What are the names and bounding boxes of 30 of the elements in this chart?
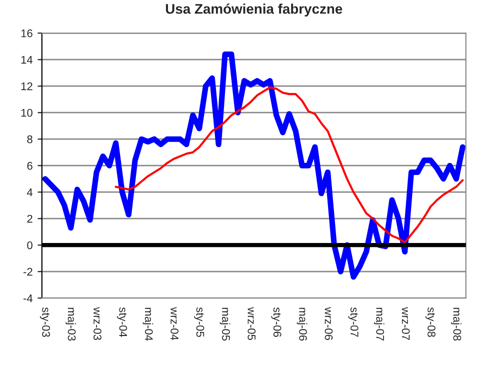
- x-tick-label: wrz-06: [324, 307, 333, 340]
- y-tick-label: 2: [27, 214, 32, 223]
- x-tick-label: sty-05: [194, 307, 204, 337]
- y-tick-label: 6: [27, 162, 32, 170]
- y-tick-label: 10: [21, 108, 32, 117]
- x-tick-label: sty-03: [40, 307, 50, 337]
- x-tick-label: maj-04: [142, 308, 154, 341]
- x-tick-label: sty-04: [117, 307, 128, 338]
- x-tick-label: maj-07: [374, 308, 384, 341]
- chart-title: Usa Zamówienia fabryczne: [166, 3, 342, 17]
- y-tick-label: 12: [21, 82, 32, 90]
- y-tick-label: 0: [27, 241, 32, 250]
- x-tick-label: wrz-03: [94, 307, 102, 340]
- y-tick-label: 14: [21, 56, 33, 64]
- x-tick-label: sty-06: [271, 307, 282, 337]
- x-tick-label: wrz-04: [170, 307, 178, 340]
- x-tick-label: maj-03: [66, 308, 76, 341]
- x-tick-label: wrz-07: [402, 307, 410, 340]
- x-tick-label: maj-06: [296, 308, 308, 341]
- x-tick-label: wrz-05: [248, 307, 256, 340]
- x-tick-label: sty-07: [348, 307, 358, 337]
- y-tick-label: 16: [21, 29, 32, 38]
- line-series: [114, 86, 464, 244]
- y-tick-label: 4: [26, 188, 33, 196]
- x-tick-label: maj-08: [451, 308, 462, 341]
- y-tick-label: -2: [23, 268, 32, 276]
- y-tick-label: -4: [23, 294, 33, 302]
- x-tick-label: maj-05: [220, 308, 230, 341]
- x-tick-label: sty-08: [425, 307, 436, 337]
- y-tick-label: 8: [27, 135, 32, 144]
